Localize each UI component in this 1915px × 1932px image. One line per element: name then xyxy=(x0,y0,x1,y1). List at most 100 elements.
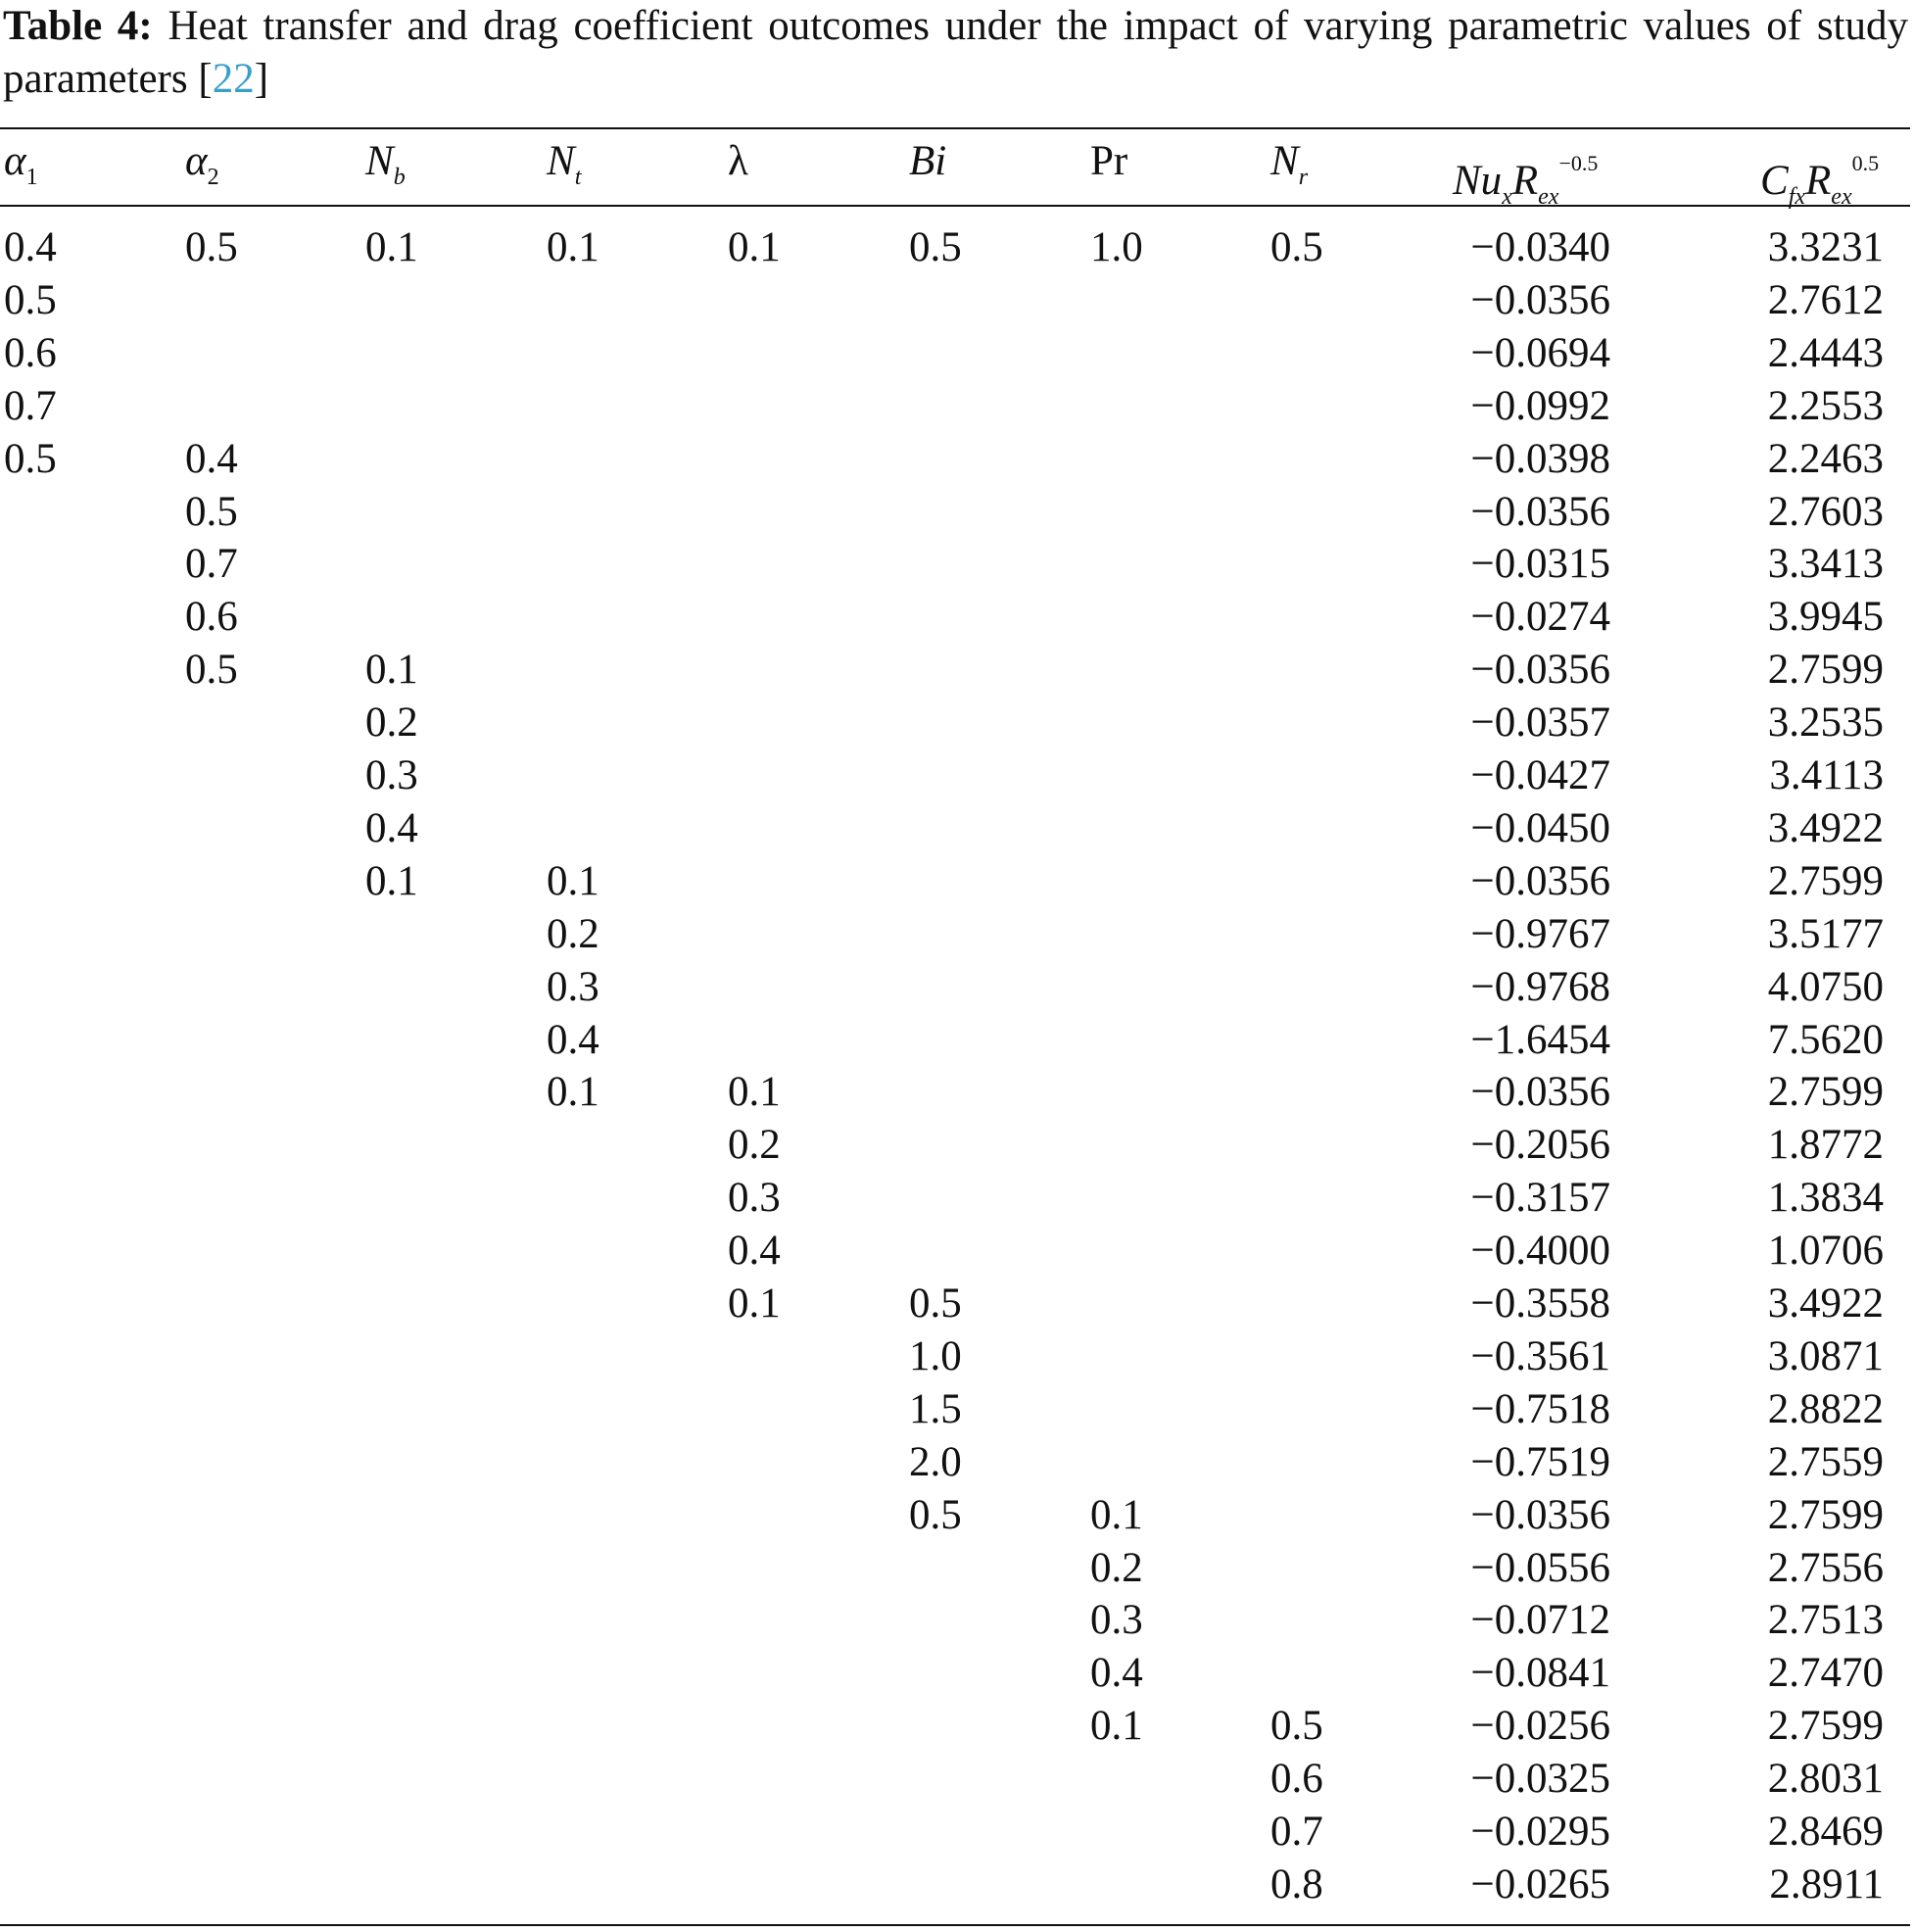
caption-text: Heat transfer and drag coefficient outco… xyxy=(3,3,1909,102)
table-cell: 0.7 xyxy=(185,541,238,588)
table-cell: −0.0356 xyxy=(1470,857,1610,904)
table-cell: −0.3558 xyxy=(1470,1280,1610,1327)
table-cell: 2.8822 xyxy=(1767,1385,1884,1432)
table-cell: 2.7599 xyxy=(1767,1069,1884,1116)
table-cell: 1.8772 xyxy=(1767,1122,1884,1169)
caption-ref[interactable]: 22 xyxy=(212,56,255,102)
header-segment: 2 xyxy=(207,165,219,190)
table-cell: 3.4922 xyxy=(1767,1280,1884,1327)
column-header: Nr xyxy=(1270,137,1308,202)
header-segment: ex xyxy=(1831,184,1852,210)
caption-label: Table 4: xyxy=(3,3,153,49)
table-cell: 0.5 xyxy=(909,1280,962,1327)
table-cell: 3.4113 xyxy=(1769,752,1884,798)
table-cell: 3.4922 xyxy=(1767,804,1884,851)
header-segment: N xyxy=(365,138,394,184)
table-cell: 0.1 xyxy=(1090,1491,1143,1538)
table-cell: 2.7599 xyxy=(1767,857,1884,904)
column-header: Bi xyxy=(909,137,946,186)
table-cell: −0.4000 xyxy=(1470,1228,1610,1275)
table-cell: 0.4 xyxy=(547,1016,599,1063)
header-segment: N xyxy=(547,138,575,184)
header-segment: b xyxy=(393,165,406,190)
header-segment: Bi xyxy=(909,138,947,184)
table-cell: −0.0295 xyxy=(1470,1809,1610,1855)
table-cell: −0.3561 xyxy=(1470,1332,1610,1379)
table-cell: −0.0712 xyxy=(1470,1597,1610,1644)
table-cell: 1.0706 xyxy=(1767,1228,1884,1275)
table-cell: −0.0356 xyxy=(1470,1069,1610,1116)
table-cell: 0.7 xyxy=(4,382,57,429)
header-segment: α xyxy=(185,138,208,184)
header-rule xyxy=(0,205,1910,207)
table-cell: 3.0871 xyxy=(1767,1332,1884,1379)
header-segment: α xyxy=(4,138,26,184)
table-cell: −0.0450 xyxy=(1470,804,1610,851)
table-cell: 0.5 xyxy=(185,488,238,535)
table-cell: −0.0992 xyxy=(1470,382,1610,429)
bottom-rule xyxy=(0,1924,1910,1926)
header-segment: r xyxy=(1298,165,1309,190)
table-cell: 0.2 xyxy=(547,910,599,957)
header-segment: −0.5 xyxy=(1558,151,1599,175)
table-cell: 0.7 xyxy=(1270,1809,1323,1855)
table-cell: 2.2463 xyxy=(1767,435,1884,482)
table-cell: 0.4 xyxy=(185,435,238,482)
table-cell: −0.0356 xyxy=(1470,276,1610,323)
table-cell: 2.4443 xyxy=(1767,329,1884,376)
table-cell: 0.5 xyxy=(4,435,57,482)
table-cell: 0.1 xyxy=(728,1069,781,1116)
table-cell: −0.0340 xyxy=(1470,224,1610,270)
table-cell: 0.1 xyxy=(728,1280,781,1327)
table-cell: 2.7470 xyxy=(1767,1650,1884,1697)
table-cell: 0.5 xyxy=(1270,1703,1323,1750)
table-cell: 3.9945 xyxy=(1767,594,1884,641)
table-cell: −0.0356 xyxy=(1470,488,1610,535)
header-segment: fx xyxy=(1788,184,1806,210)
table-cell: −1.6454 xyxy=(1470,1016,1610,1063)
header-segment: ex xyxy=(1538,184,1559,210)
header-segment: C xyxy=(1760,158,1789,204)
table-cell: −0.7518 xyxy=(1470,1385,1610,1432)
header-segment: t xyxy=(574,165,582,190)
header-segment: 1 xyxy=(25,165,38,190)
header-segment: Pr xyxy=(1090,138,1128,184)
table-cell: 0.6 xyxy=(185,594,238,641)
table-cell: 2.7559 xyxy=(1767,1438,1884,1485)
table-cell: 3.2535 xyxy=(1767,700,1884,747)
column-header: α2 xyxy=(185,137,219,202)
header-segment: N xyxy=(1270,138,1299,184)
table-cell: 0.5 xyxy=(4,276,57,323)
table-cell: 2.7599 xyxy=(1767,1491,1884,1538)
header-segment: 0.5 xyxy=(1851,151,1880,175)
table-cell: 2.7513 xyxy=(1767,1597,1884,1644)
table-cell: −0.3157 xyxy=(1470,1175,1610,1222)
caption-text-end: ] xyxy=(254,56,269,102)
table-cell: −0.0357 xyxy=(1470,700,1610,747)
table-cell: 0.2 xyxy=(365,700,418,747)
table-cell: 0.3 xyxy=(547,963,599,1010)
table-cell: 0.2 xyxy=(1090,1544,1143,1591)
table-cell: 2.7599 xyxy=(1767,1703,1884,1750)
column-header: Pr xyxy=(1090,137,1127,186)
table-cell: 0.4 xyxy=(4,224,57,270)
header-segment: x xyxy=(1502,184,1512,210)
table-cell: 0.4 xyxy=(1090,1650,1143,1697)
column-header: λ xyxy=(728,137,748,186)
table-cell: −0.0398 xyxy=(1470,435,1610,482)
table-cell: 4.0750 xyxy=(1767,963,1884,1010)
table-cell: 0.5 xyxy=(185,224,238,270)
table-cell: 2.8031 xyxy=(1767,1756,1884,1803)
table-cell: −0.0356 xyxy=(1470,1491,1610,1538)
table-cell: 0.1 xyxy=(547,224,599,270)
table-cell: 0.1 xyxy=(365,647,418,694)
table-cell: 2.0 xyxy=(909,1438,962,1485)
column-header: NuxRex −0.5 xyxy=(1453,139,1598,221)
table-cell: 2.8911 xyxy=(1769,1860,1884,1908)
column-header: Nt xyxy=(547,137,581,202)
table-cell: 2.7556 xyxy=(1767,1544,1884,1591)
table-cell: 3.3413 xyxy=(1767,541,1884,588)
table-cell: 1.5 xyxy=(909,1385,962,1432)
table-cell: −0.9767 xyxy=(1470,910,1610,957)
